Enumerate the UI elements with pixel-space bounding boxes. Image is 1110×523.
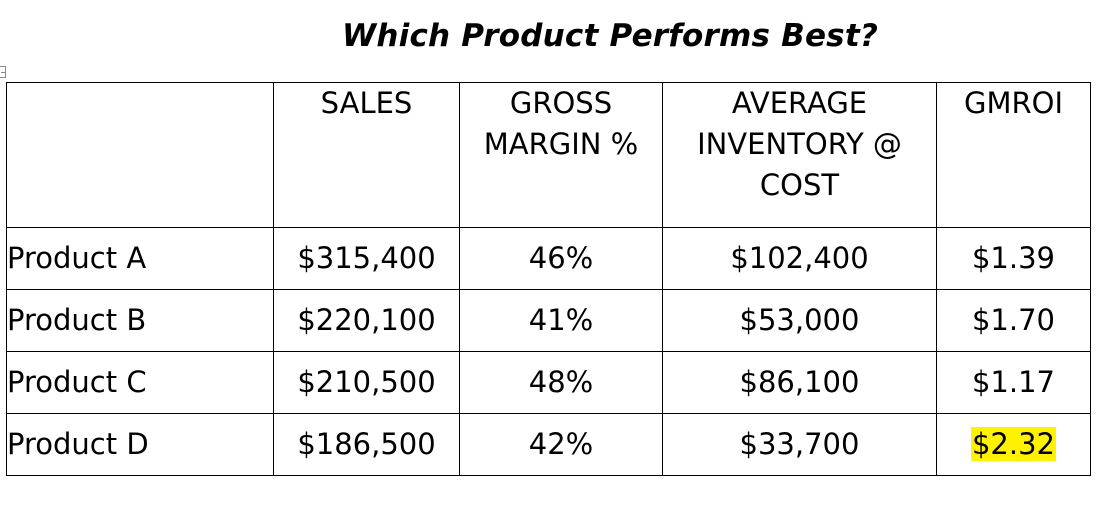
gross-margin-cell: 41% — [459, 289, 663, 352]
average-inventory-cell: $53,000 — [662, 289, 937, 352]
header-average-inventory: AVERAGE INVENTORY @ COST — [662, 82, 937, 228]
product-name-cell: Product C — [6, 351, 274, 414]
gross-margin-cell: 42% — [459, 413, 663, 476]
average-inventory-cell: $86,100 — [662, 351, 937, 414]
average-inventory-cell: $33,700 — [662, 413, 937, 476]
header-sales: SALES — [273, 82, 460, 228]
product-name-cell: Product D — [6, 413, 274, 476]
gmroi-highlighted-value: $2.32 — [970, 427, 1057, 461]
table-move-handle-icon[interactable] — [0, 66, 6, 78]
table-header-row: SALES GROSS MARGIN % AVERAGE INVENTORY @… — [6, 82, 1091, 228]
table-row: Product D $186,500 42% $33,700 $2.32 — [6, 413, 1091, 476]
table-row: Product A $315,400 46% $102,400 $1.39 — [6, 227, 1091, 290]
gmroi-cell: $1.17 — [936, 351, 1091, 414]
product-performance-table: SALES GROSS MARGIN % AVERAGE INVENTORY @… — [6, 82, 1091, 476]
sales-cell: $210,500 — [273, 351, 460, 414]
sales-cell: $220,100 — [273, 289, 460, 352]
gmroi-cell: $1.39 — [936, 227, 1091, 290]
sales-cell: $186,500 — [273, 413, 460, 476]
sales-cell: $315,400 — [273, 227, 460, 290]
average-inventory-cell: $102,400 — [662, 227, 937, 290]
header-empty-cell — [6, 82, 274, 228]
gross-margin-cell: 48% — [459, 351, 663, 414]
table-row: Product B $220,100 41% $53,000 $1.70 — [6, 289, 1091, 352]
table-row: Product C $210,500 48% $86,100 $1.17 — [6, 351, 1091, 414]
gmroi-cell: $1.70 — [936, 289, 1091, 352]
product-name-cell: Product B — [6, 289, 274, 352]
page-title: Which Product Performs Best? — [341, 18, 879, 54]
product-name-cell: Product A — [6, 227, 274, 290]
gmroi-cell: $2.32 — [936, 413, 1091, 476]
header-gmroi: GMROI — [936, 82, 1091, 228]
header-gross-margin: GROSS MARGIN % — [459, 82, 663, 228]
gross-margin-cell: 46% — [459, 227, 663, 290]
